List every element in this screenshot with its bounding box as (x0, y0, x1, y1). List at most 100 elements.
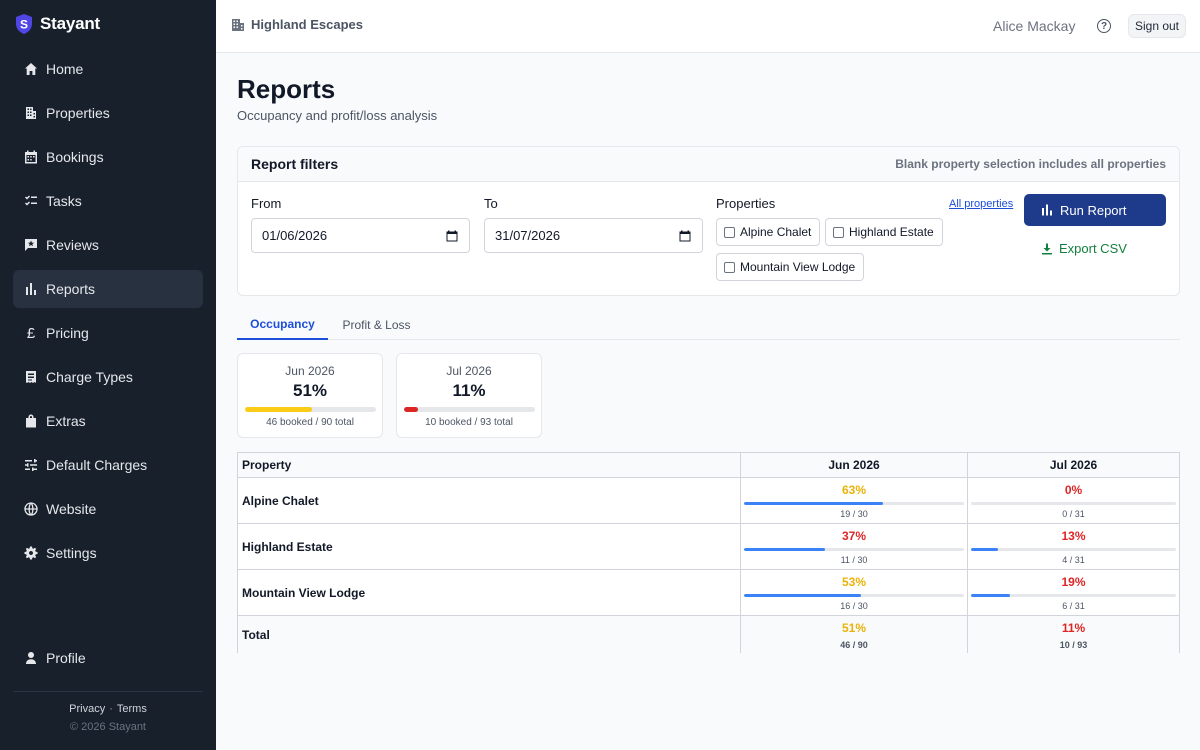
occupancy-cell: 37% 11 / 30 (741, 524, 968, 569)
sidebar-item-label: Default Charges (46, 457, 148, 473)
property-option-label: Mountain View Lodge (740, 260, 856, 274)
table-row: Highland Estate 37% 11 / 30 13% 4 / 31 (238, 524, 1179, 570)
sidebar-item-tasks[interactable]: Tasks (13, 182, 203, 220)
sidebar-nav: Home Properties Bookings Tasks Reviews R… (13, 50, 203, 578)
property-name: Mountain View Lodge (238, 570, 741, 615)
receipt-icon (24, 370, 38, 384)
building-icon (24, 106, 38, 120)
run-report-button[interactable]: Run Report (1024, 194, 1166, 226)
summary-progress-fill (404, 407, 419, 412)
terms-link[interactable]: Terms (116, 703, 147, 715)
property-checkbox-highland-estate[interactable]: Highland Estate (825, 218, 943, 246)
sidebar-item-pricing[interactable]: £ Pricing (13, 314, 203, 352)
sidebar-item-properties[interactable]: Properties (13, 94, 203, 132)
run-report-label: Run Report (1060, 202, 1127, 218)
table-header-row: Property Jun 2026 Jul 2026 (238, 453, 1179, 478)
globe-icon (24, 502, 38, 516)
checkbox[interactable] (833, 226, 844, 238)
checklist-icon (24, 194, 38, 208)
sidebar-item-reports[interactable]: Reports (13, 270, 203, 308)
summary-month: Jul 2026 (446, 364, 492, 378)
sidebar-item-label: Pricing (46, 325, 89, 341)
sidebar-item-settings[interactable]: Settings (13, 534, 203, 572)
export-csv-button[interactable]: Export CSV (1041, 241, 1127, 256)
brand-name: Stayant (40, 14, 101, 33)
occupancy-percent: 63% (841, 483, 867, 497)
occupancy-nights: 4 / 31 (1062, 555, 1085, 565)
sidebar-item-label: Charge Types (46, 369, 133, 385)
occupancy-percent: 0% (1064, 483, 1083, 497)
export-csv-label: Export CSV (1059, 241, 1127, 256)
occupancy-cell: 19% 6 / 31 (968, 570, 1179, 615)
download-icon (1042, 243, 1052, 254)
all-properties-link[interactable]: All properties (949, 198, 1014, 210)
sidebar-item-label: Home (46, 61, 84, 77)
user-icon (24, 651, 38, 665)
tab-occupancy[interactable]: Occupancy (237, 309, 328, 340)
tab-profit-loss[interactable]: Profit & Loss (342, 317, 411, 332)
occupancy-table: Property Jun 2026 Jul 2026 Alpine Chalet… (237, 452, 1180, 653)
sidebar-item-charge-types[interactable]: Charge Types (13, 358, 203, 396)
property-checkbox-alpine-chalet[interactable]: Alpine Chalet (716, 218, 821, 246)
sidebar-item-label: Settings (46, 545, 97, 561)
total-nights: 46 / 90 (840, 640, 868, 650)
sidebar-item-reviews[interactable]: Reviews (13, 226, 203, 264)
occupancy-bar-fill (971, 594, 1010, 597)
occupancy-bar (744, 502, 964, 505)
sidebar-item-label: Profile (46, 650, 86, 666)
bar-chart-icon (24, 282, 38, 296)
summary-detail: 46 booked / 90 total (266, 417, 354, 428)
calendar-icon[interactable] (679, 230, 691, 242)
occupancy-percent: 53% (841, 575, 867, 589)
total-percent: 11% (1061, 621, 1086, 635)
sidebar-item-bookings[interactable]: Bookings (13, 138, 203, 176)
filters-title: Report filters (251, 156, 339, 172)
svg-text:S: S (20, 18, 28, 32)
summary-detail: 10 booked / 93 total (425, 417, 513, 428)
page-subtitle: Occupancy and profit/loss analysis (237, 108, 438, 123)
from-label: From (251, 196, 282, 211)
property-checkbox-mountain-view-lodge[interactable]: Mountain View Lodge (716, 253, 865, 281)
total-cell: 11% 10 / 93 (968, 616, 1179, 653)
sign-out-button[interactable]: Sign out (1128, 14, 1186, 38)
table-row: Alpine Chalet 63% 19 / 30 0% 0 / 31 (238, 478, 1179, 524)
copyright: © 2026 Stayant (70, 721, 146, 733)
sidebar-item-label: Properties (46, 105, 110, 121)
column-header-property: Property (238, 453, 741, 477)
to-label: To (484, 196, 498, 211)
gear-icon (24, 546, 38, 560)
sidebar-item-label: Website (46, 501, 97, 517)
sidebar: S Stayant Home Properties Bookings Tasks… (0, 0, 216, 750)
sidebar-item-extras[interactable]: Extras (13, 402, 203, 440)
privacy-link[interactable]: Privacy (69, 703, 106, 715)
occupancy-nights: 0 / 31 (1062, 509, 1085, 519)
summary-progress-bar (404, 407, 535, 412)
column-header-jul: Jul 2026 (1049, 458, 1098, 472)
top-bar: Highland Escapes Alice Mackay ? Sign out (216, 0, 1200, 53)
to-date-input[interactable]: 31/07/2026 (484, 218, 703, 253)
occupancy-bar (971, 502, 1176, 505)
occupancy-cell: 13% 4 / 31 (968, 524, 1179, 569)
pound-icon: £ (26, 324, 36, 342)
sidebar-item-home[interactable]: Home (13, 50, 203, 88)
property-option-label: Highland Estate (849, 225, 934, 239)
occupancy-bar (971, 548, 1176, 551)
summary-percent: 51% (292, 381, 328, 400)
checkbox[interactable] (724, 261, 735, 273)
bar-chart-icon (1042, 204, 1052, 216)
calendar-icon[interactable] (446, 230, 458, 242)
brand[interactable]: S Stayant (16, 12, 100, 36)
sidebar-item-default-charges[interactable]: Default Charges (13, 446, 203, 484)
sidebar-item-profile[interactable]: Profile (13, 639, 203, 677)
stayant-logo-icon: S (16, 14, 32, 34)
sidebar-item-website[interactable]: Website (13, 490, 203, 528)
summary-month: Jun 2026 (285, 364, 335, 378)
organization-label: Highland Escapes (251, 17, 363, 32)
sidebar-divider (13, 691, 203, 692)
occupancy-nights: 16 / 30 (840, 601, 868, 611)
total-label: Total (238, 616, 741, 653)
checkbox[interactable] (724, 226, 735, 238)
from-date-input[interactable]: 01/06/2026 (251, 218, 470, 253)
sidebar-item-label: Reports (46, 281, 96, 297)
help-icon[interactable]: ? (1097, 19, 1111, 33)
